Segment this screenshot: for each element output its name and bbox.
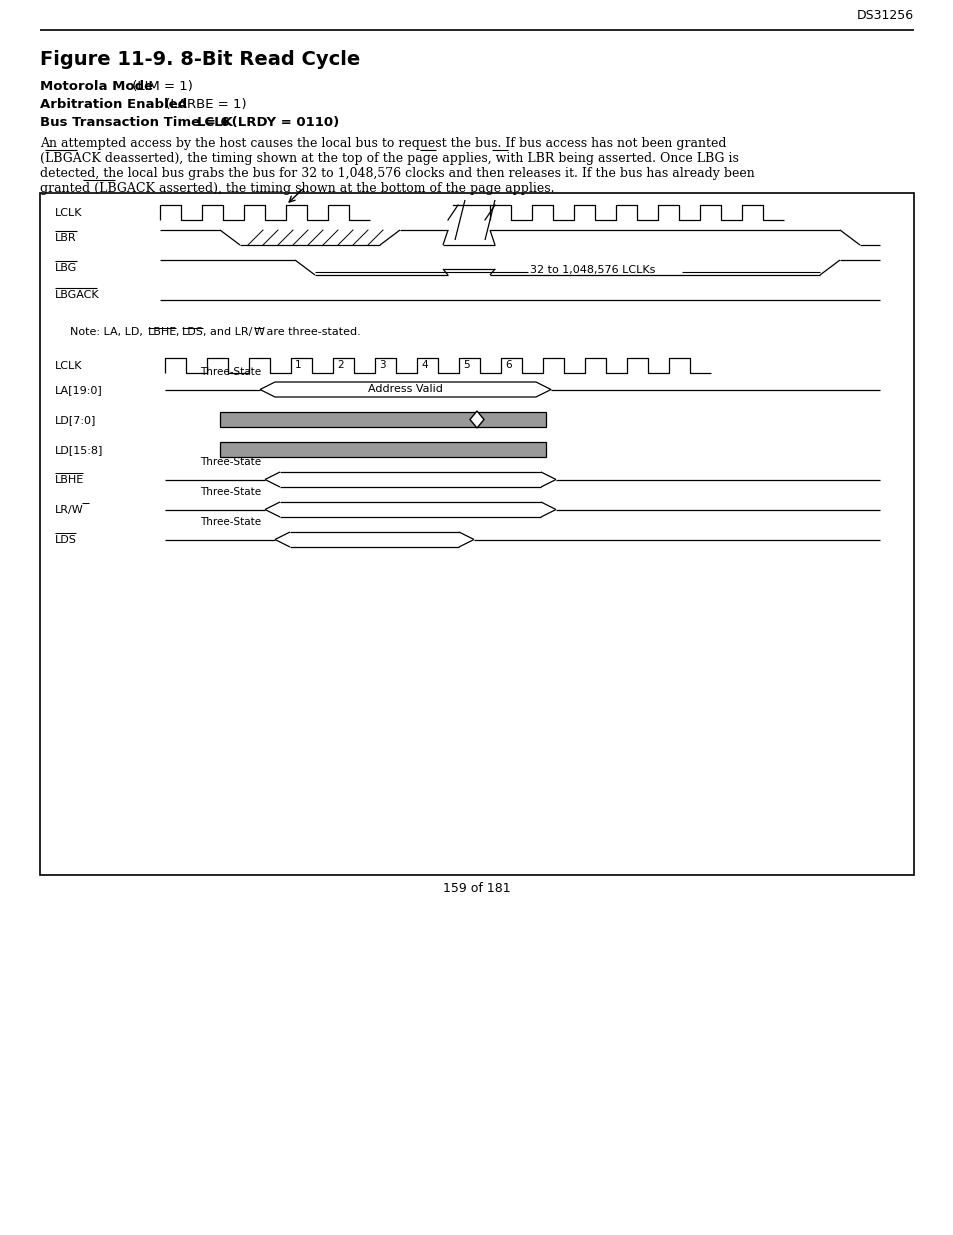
Polygon shape [470,411,483,429]
Text: 2: 2 [336,359,343,370]
Text: Three-State: Three-State [200,487,261,496]
Text: (LRDY = 0110): (LRDY = 0110) [227,116,339,128]
Text: LD[7:0]: LD[7:0] [55,415,96,425]
Bar [220,442,545,457]
Text: Address Valid: Address Valid [368,384,442,394]
Text: Three-State: Three-State [200,457,261,467]
Text: LDS: LDS [182,327,204,337]
Text: An attempted access by the host causes the local bus to request the bus. If bus : An attempted access by the host causes t… [40,137,726,149]
Text: LBGACK: LBGACK [55,290,99,300]
Text: DS31256: DS31256 [856,9,913,22]
Text: (LARBE = 1): (LARBE = 1) [161,98,247,111]
Bar [220,412,545,427]
Text: , and LR/: , and LR/ [203,327,253,337]
Text: 6: 6 [504,359,511,370]
Text: (LBGACK deasserted), the timing shown at the top of the page applies, with LBR b: (LBGACK deasserted), the timing shown at… [40,152,739,165]
Text: Figure 11-9. 8-Bit Read Cycle: Figure 11-9. 8-Bit Read Cycle [40,49,360,69]
Text: granted (LBGACK asserted), the timing shown at the bottom of the page applies.: granted (LBGACK asserted), the timing sh… [40,182,554,195]
Bar [40,193,913,876]
Text: LBR: LBR [55,233,76,243]
Text: detected, the local bus grabs the bus for 32 to 1,048,576 clocks and then releas: detected, the local bus grabs the bus fo… [40,167,754,180]
Text: LDS: LDS [55,535,77,545]
Text: 159 of 181: 159 of 181 [443,882,510,895]
Text: ,: , [175,327,183,337]
Text: Three-State: Three-State [200,367,261,377]
Text: 1: 1 [294,359,301,370]
Text: 3: 3 [378,359,385,370]
Text: LD[15:8]: LD[15:8] [55,445,103,454]
Text: 5: 5 [462,359,469,370]
Text: LA[19:0]: LA[19:0] [55,385,103,395]
Text: LBHE: LBHE [55,475,84,485]
Text: W: W [253,327,265,337]
Text: are three-stated.: are three-stated. [263,327,360,337]
Text: LBG: LBG [55,263,77,273]
Text: Note: LA, LD,: Note: LA, LD, [70,327,146,337]
Text: Three-State: Three-State [200,517,261,527]
Text: LCLK: LCLK [55,361,82,370]
Text: 32 to 1,048,576 LCLKs: 32 to 1,048,576 LCLKs [530,266,655,275]
Text: LR/W: LR/W [55,505,84,515]
Text: Arbitration Enabled: Arbitration Enabled [40,98,187,111]
Text: LBHE: LBHE [148,327,177,337]
Text: Bus Transaction Time = 6: Bus Transaction Time = 6 [40,116,234,128]
Text: LCLK: LCLK [196,116,233,128]
Text: LCLK: LCLK [55,207,82,219]
Text: 4: 4 [420,359,427,370]
Text: Motorola Mode: Motorola Mode [40,80,153,93]
Text: (LIM = 1): (LIM = 1) [128,80,193,93]
